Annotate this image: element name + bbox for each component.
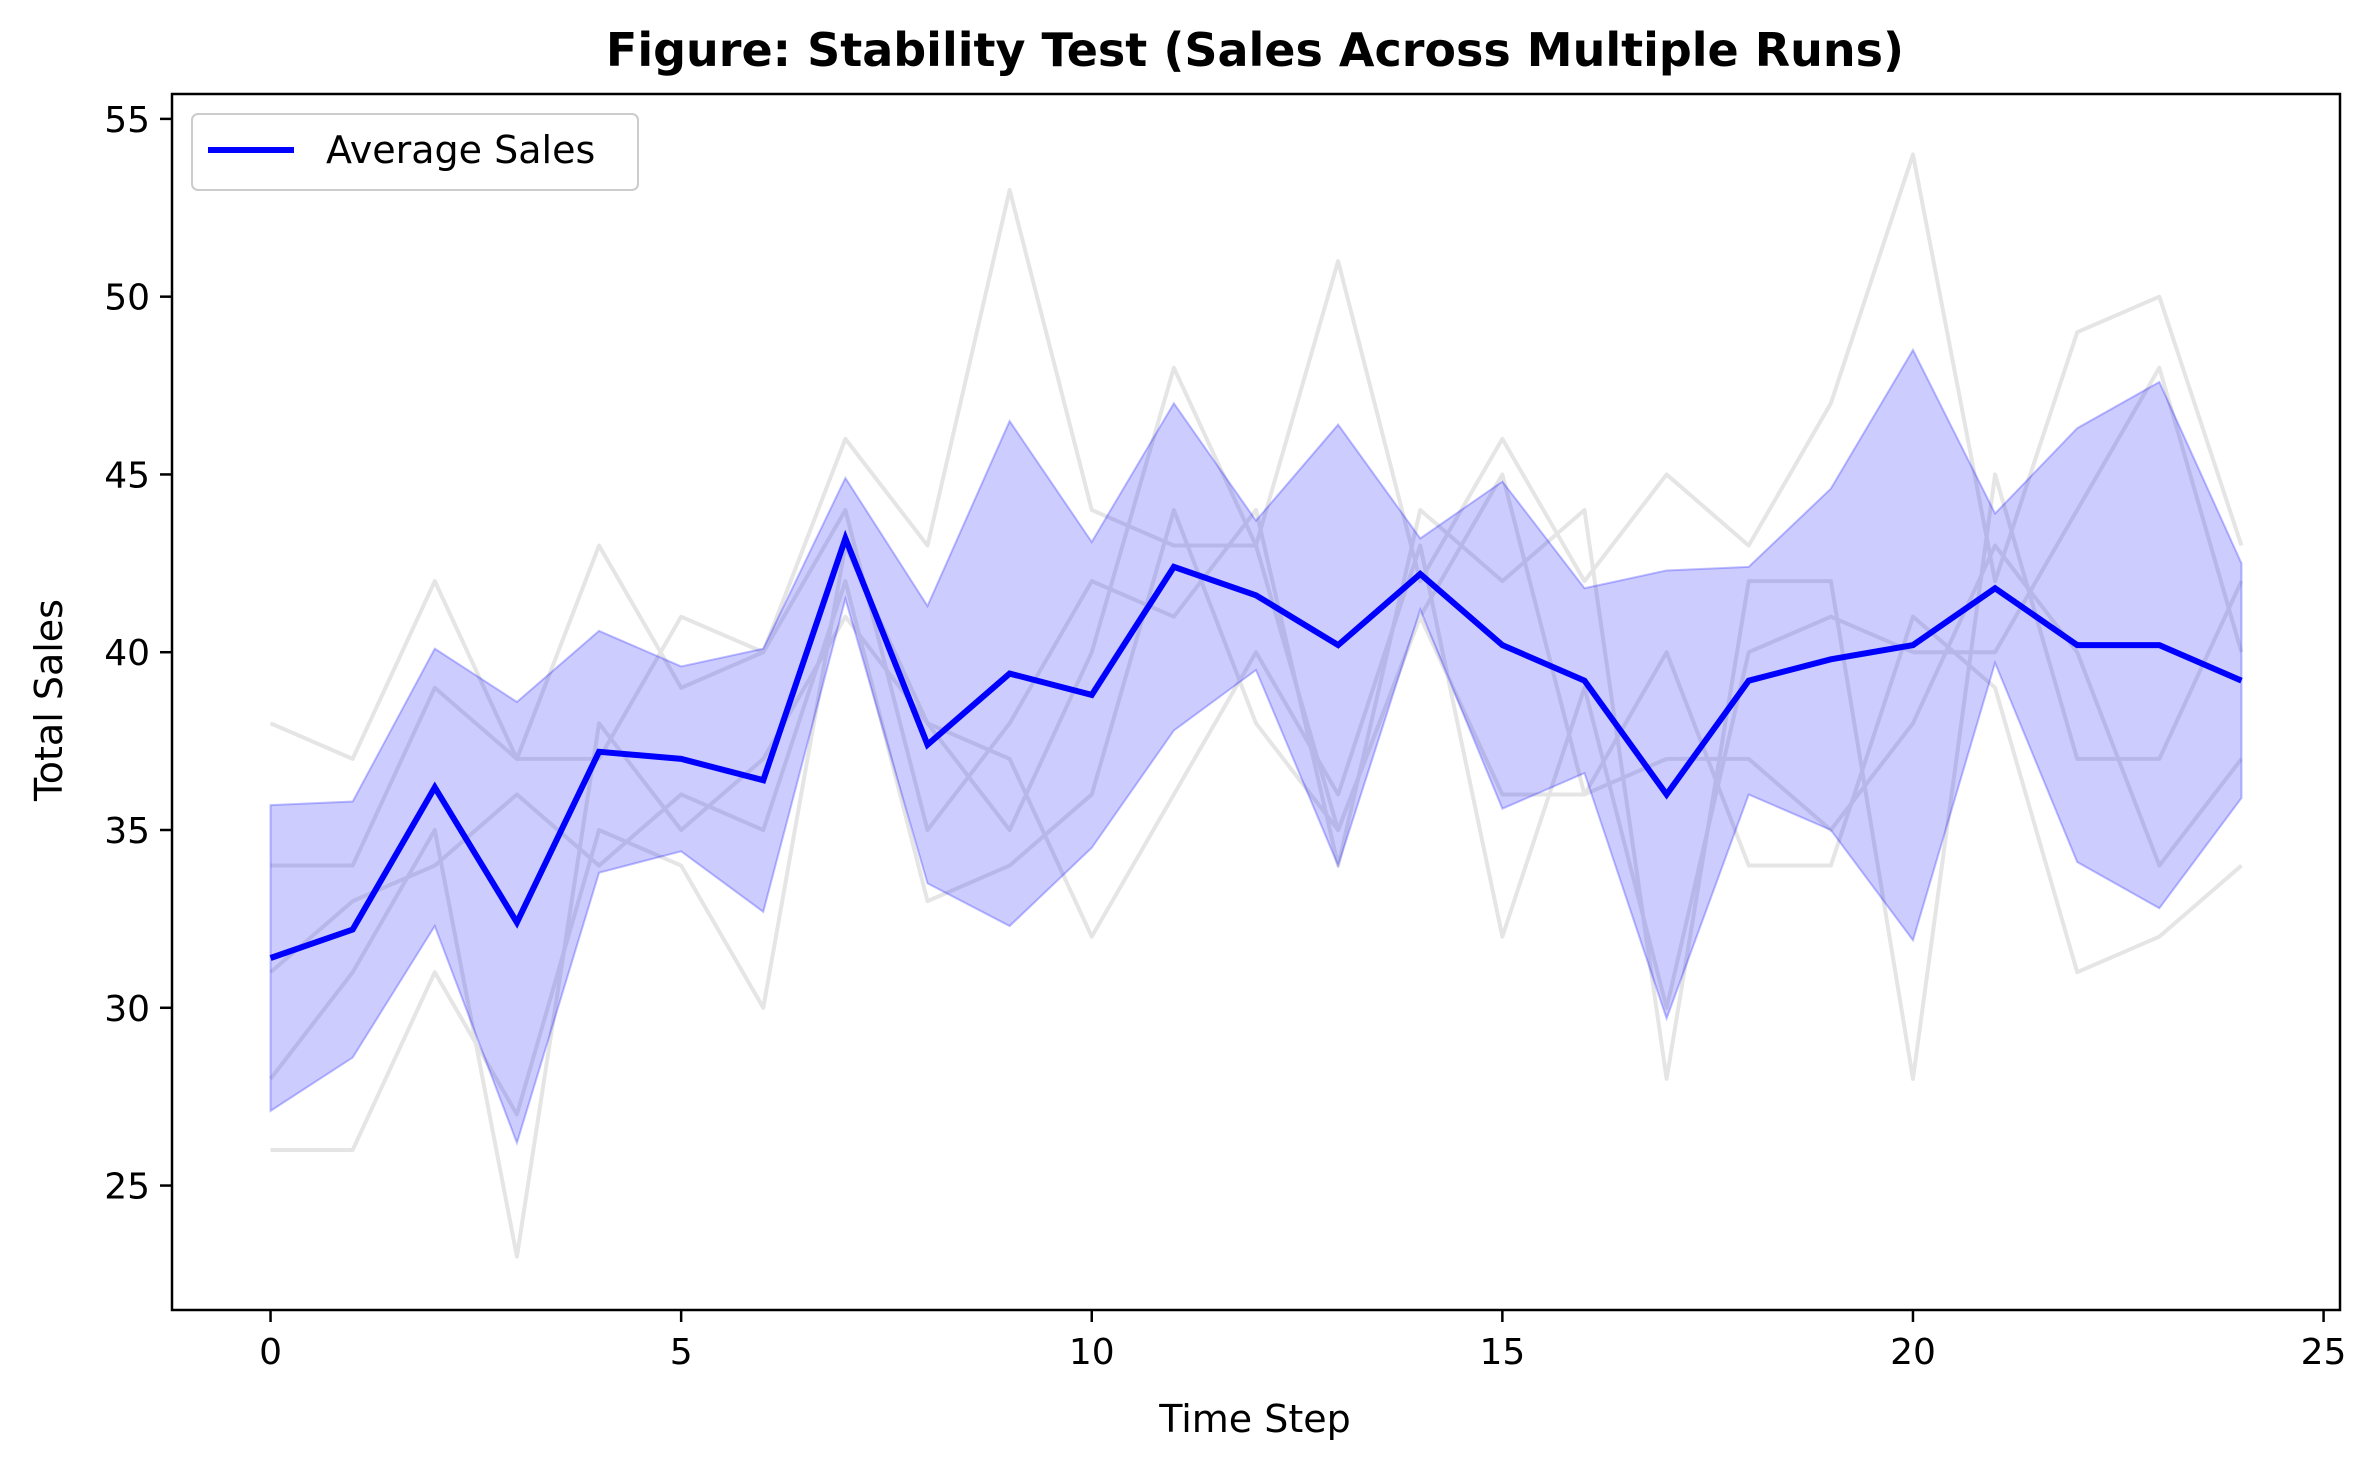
x-tick-label: 10 (1069, 1332, 1115, 1373)
legend-box (191, 113, 639, 191)
x-tick-label: 25 (2301, 1332, 2347, 1373)
plot-area (268, 152, 2244, 1259)
run-line-3 (269, 472, 2243, 975)
y-tick-label: 50 (104, 278, 150, 319)
x-axis-label: Time Step (1158, 1397, 1351, 1441)
plot-frame (170, 92, 2342, 1312)
y-tick-label: 45 (104, 455, 150, 496)
y-tick-label: 55 (104, 100, 150, 141)
legend: Average Sales (191, 113, 639, 191)
x-tick-label: 15 (1479, 1332, 1525, 1373)
std-band (269, 347, 2243, 1146)
y-tick-label: 30 (104, 989, 150, 1030)
chart-title: Figure: Stability Test (Sales Across Mul… (606, 23, 1904, 77)
run-line-4 (270, 365, 2244, 1152)
x-tick-label: 0 (259, 1332, 282, 1373)
x-tick-label: 5 (670, 1332, 693, 1373)
x-tick-label: 20 (1890, 1332, 1936, 1373)
y-tick-label: 35 (104, 811, 150, 852)
y-tick-label: 40 (104, 633, 150, 674)
y-tick-label: 25 (104, 1167, 150, 1208)
run-line-5 (268, 365, 2244, 1259)
y-axis-label: Total Sales (27, 599, 71, 802)
run-line-2 (270, 472, 2244, 1081)
axes: 0 5 10 15 20 25 25 30 35 40 45 50 55 (104, 92, 2347, 1373)
legend-label-average-sales: Average Sales (326, 128, 595, 172)
